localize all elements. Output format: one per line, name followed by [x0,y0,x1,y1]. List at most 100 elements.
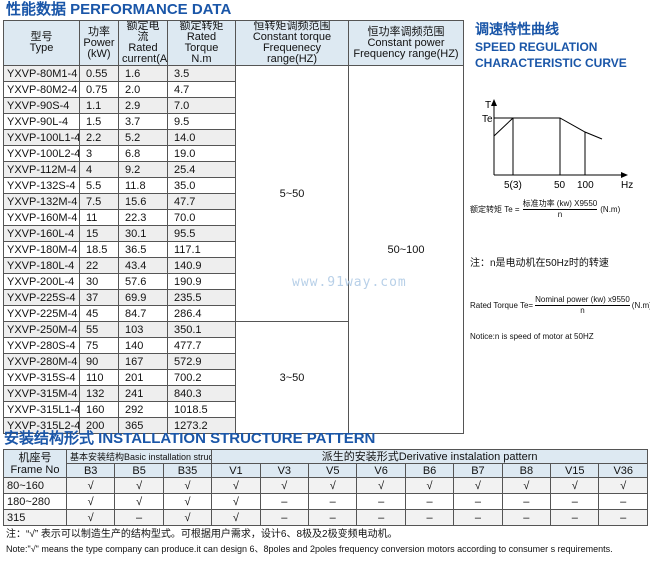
table-cell: YXVP-160L-4 [3,225,80,242]
curve-title-en1: SPEED REGULATION [475,40,598,54]
table-cell: YXVP-315S-4 [3,369,80,386]
header-line: 额定转矩 [179,20,224,32]
watermark: www.91way.com [292,275,407,290]
header-line: 机座号 [18,451,52,464]
table-cell: 43.4 [118,257,168,274]
header-line: 功率 [88,25,110,38]
formula-unit: (N.m) [600,204,621,214]
table-cell: 11.8 [118,177,168,194]
table-cell: YXVP-315L2-4 [3,417,80,434]
header-row: 型号 Type 功率 Power (kW) 额定电流 Rated current(A) 额定转矩… [3,20,464,66]
table-cell: YXVP-250M-4 [3,321,80,338]
table-cell: 5.2 [118,129,168,146]
table-cell: 2.0 [118,81,168,98]
mark-cell: √ [501,477,552,494]
table-cell: 47.7 [167,193,236,210]
mark-cell: – [501,493,552,510]
table-row: YXVP-315S-4 110 201 700.2 [3,369,464,386]
table-cell: 14.0 [167,129,236,146]
table-cell: 30.1 [118,225,168,242]
column-header: B3 [65,463,116,478]
table-cell: 36.5 [118,241,168,258]
table-cell: 1.6 [118,65,168,82]
mark-cell: √ [259,477,310,494]
header-line: Rated [128,42,158,54]
column-header: 型号 Type [3,20,80,66]
table-cell: 3 [79,145,119,162]
table-cell: 2.9 [118,97,168,114]
performance-table: 型号 Type 功率 Power (kW) 额定电流 Rated current(A) 额定转矩… [3,20,464,434]
table-cell: 365 [118,417,168,434]
table-row: YXVP-180M-4 18.5 36.5 117.1 [3,241,464,258]
install-note-cn: 注：“√” 表示可以制造生产的结构型式。可根据用户需求，设计6、8极及2极变频电… [6,529,398,540]
header-line: Constant power [367,36,445,49]
frame-cell: 80~160 [3,477,67,494]
table-cell: 477.7 [167,337,236,354]
table-row: YXVP-132M-4 7.5 15.6 47.7 [3,193,464,210]
table-row: YXVP-315L1-4 160 292 1018.5 [3,401,464,418]
mark-cell: √ [162,509,213,526]
table-cell: YXVP-225M-4 [3,305,80,322]
mark-cell: √ [65,477,116,494]
table-cell: 69.9 [118,289,168,306]
mark-cell: – [356,493,406,510]
table-cell: 0.55 [79,65,119,82]
table-cell: 70.0 [167,209,236,226]
mark-cell: – [308,509,358,526]
mark-cell: √ [211,509,261,526]
column-header: 额定转矩 Rated Torque N.m [167,20,236,66]
table-cell: YXVP-315M-4 [3,385,80,402]
header-row: 机座号 Frame No 基本安装结构Basic installation stru… [3,449,648,478]
column-header: 额定电流 Rated current(A) [118,20,168,66]
table-cell: 235.5 [167,289,236,306]
table-cell: 350.1 [167,321,236,338]
table-cell: 572.9 [167,353,236,370]
table-cell: YXVP-180L-4 [3,257,80,274]
table-cell: 201 [118,369,168,386]
formula-label: Rated Torque Te= [470,300,534,310]
table-cell: 103 [118,321,168,338]
table-cell: YXVP-132S-4 [3,177,80,194]
column-header: V5 [308,463,358,478]
mark-cell: √ [308,477,358,494]
formula-numerator: Nominal power (kw) x9550 [535,295,630,306]
mark-cell: √ [65,509,116,526]
mark-cell: √ [356,477,406,494]
header-line: Rated Torque [184,31,219,54]
header-line: N.m [191,53,212,65]
table-row: 315 √ – √ √ – – – – – – – – [3,509,648,526]
column-header: B35 [162,463,213,478]
table-cell: YXVP-100L1-4 [3,129,80,146]
table-cell: YXVP-80M1-4 [3,65,80,82]
table-cell: 95.5 [167,225,236,242]
table-cell: 90 [79,353,119,370]
header-row: B3 B5 B35 V1 V3 V5 V6 B6 B7 B8 V15 V36 [4,463,648,478]
table-cell: 140.9 [167,257,236,274]
header-line: 恒功率调频范围 [367,25,445,38]
mark-cell: – [550,493,600,510]
table-cell: 15 [79,225,119,242]
table-cell: 6.8 [118,145,168,162]
header-line: Frame No [10,463,60,476]
mark-cell: – [501,509,552,526]
table-row: YXVP-160L-4 15 30.1 95.5 [3,225,464,242]
header-line: 恒转矩调频范围 [253,20,331,32]
mark-cell: – [259,493,310,510]
table-cell: 35.0 [167,177,236,194]
ct-range-cell: 3~50 [235,321,349,434]
mark-cell: √ [65,493,116,510]
table-cell: 160 [79,401,119,418]
performance-title: 性能数据 PERFORMANCE DATA [6,1,232,18]
te-label: Te [482,114,493,125]
x-tick: 50 [554,180,566,191]
table-cell: YXVP-180M-4 [3,241,80,258]
header-line: Frequency range(HZ) [353,47,459,60]
table-row: YXVP-80M2-4 0.75 2.0 4.7 [3,81,464,98]
header-line: 型号 [30,31,53,43]
table-cell: 4.7 [167,81,236,98]
table-cell: 117.1 [167,241,236,258]
table-cell: 75 [79,337,119,354]
header-line: Frequenecy range(HZ) [262,42,322,65]
header-line: (kW) [87,47,111,60]
mark-cell: – [453,509,503,526]
